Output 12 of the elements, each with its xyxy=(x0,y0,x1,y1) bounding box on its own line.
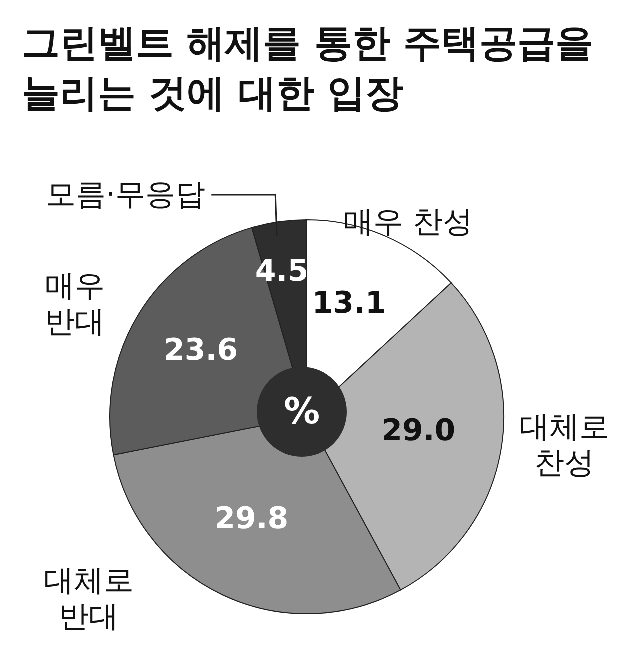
data-label: 29.0 xyxy=(382,414,456,449)
slice-label: 대체로 찬성 xyxy=(519,410,610,482)
data-label: 23.6 xyxy=(164,333,238,368)
slice-label: 매우 반대 xyxy=(44,268,105,340)
data-label: 4.5 xyxy=(255,254,309,290)
slice-label: 모름·무응답 xyxy=(46,178,206,212)
data-label: 29.8 xyxy=(214,501,289,536)
data-label: 13.1 xyxy=(312,286,386,322)
slice-label: 대체로 반대 xyxy=(44,564,134,635)
chart-title: 그린벨트 해제를 통한 주택공급을 늘리는 것에 대한 입장 xyxy=(22,20,595,117)
slice-label: 매우 찬성 xyxy=(344,204,474,240)
text: % xyxy=(284,392,320,432)
